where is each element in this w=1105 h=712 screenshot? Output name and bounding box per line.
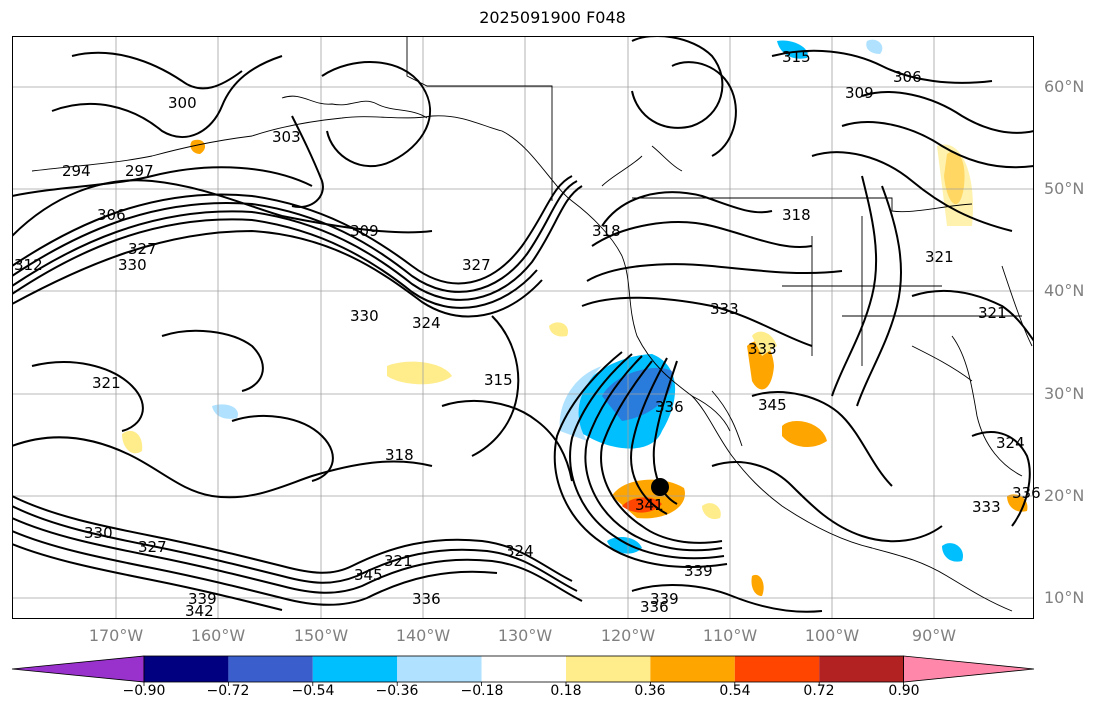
storm-center-marker[interactable] [651, 478, 669, 496]
colorbar-segment [734, 656, 820, 682]
colorbar-segments [11, 655, 1035, 683]
colorbar-tick-label: 0.72 [803, 683, 835, 699]
lat-label: 60°N [1044, 77, 1085, 96]
colorbar-segment [228, 656, 313, 682]
colorbar-tick-label: −0.54 [291, 683, 335, 699]
map-canvas [12, 36, 1034, 619]
theta-e-contours [12, 36, 1034, 613]
lat-label: 10°N [1044, 588, 1085, 607]
graticule [12, 36, 1034, 619]
colorbar-segment [481, 656, 566, 682]
colorbar-segment [312, 656, 398, 682]
shaded-anomaly-fields [122, 39, 1028, 596]
colorbar [11, 655, 1035, 686]
colorbar-segment [144, 656, 229, 682]
lon-label: 160°W [190, 626, 246, 645]
colorbar-tick-label: 0.54 [719, 683, 751, 699]
colorbar-tick-label: 0.90 [888, 683, 920, 699]
lon-label: 130°W [497, 626, 553, 645]
plot-title: 2025091900 F048 [479, 8, 626, 27]
map-panel[interactable] [12, 36, 1034, 619]
colorbar-tick-label: −0.72 [206, 683, 250, 699]
colorbar-extend-high [903, 655, 1035, 683]
lat-label: 30°N [1044, 384, 1085, 403]
lon-label: 90°W [911, 626, 957, 645]
colorbar-tick-label: −0.18 [460, 683, 504, 699]
lat-label: 20°N [1044, 486, 1085, 505]
colorbar-extend-low [11, 655, 145, 683]
colorbar-tick-label: −0.36 [375, 683, 419, 699]
lon-label: 100°W [804, 626, 860, 645]
lon-label: 140°W [395, 626, 451, 645]
colorbar-tick-label: 0.18 [550, 683, 582, 699]
lon-label: 170°W [88, 626, 144, 645]
colorbar-segment [650, 656, 735, 682]
lat-label: 40°N [1044, 281, 1085, 300]
colorbar-tick-label: 0.36 [634, 683, 666, 699]
colorbar-tick-label: −0.90 [122, 683, 166, 699]
lon-label: 120°W [600, 626, 656, 645]
lon-label: 110°W [702, 626, 758, 645]
colorbar-segment [397, 656, 482, 682]
colorbar-segment [566, 656, 651, 682]
lon-label: 150°W [293, 626, 349, 645]
colorbar-segment [819, 656, 904, 682]
lat-label: 50°N [1044, 179, 1085, 198]
coastlines [31, 36, 1033, 612]
